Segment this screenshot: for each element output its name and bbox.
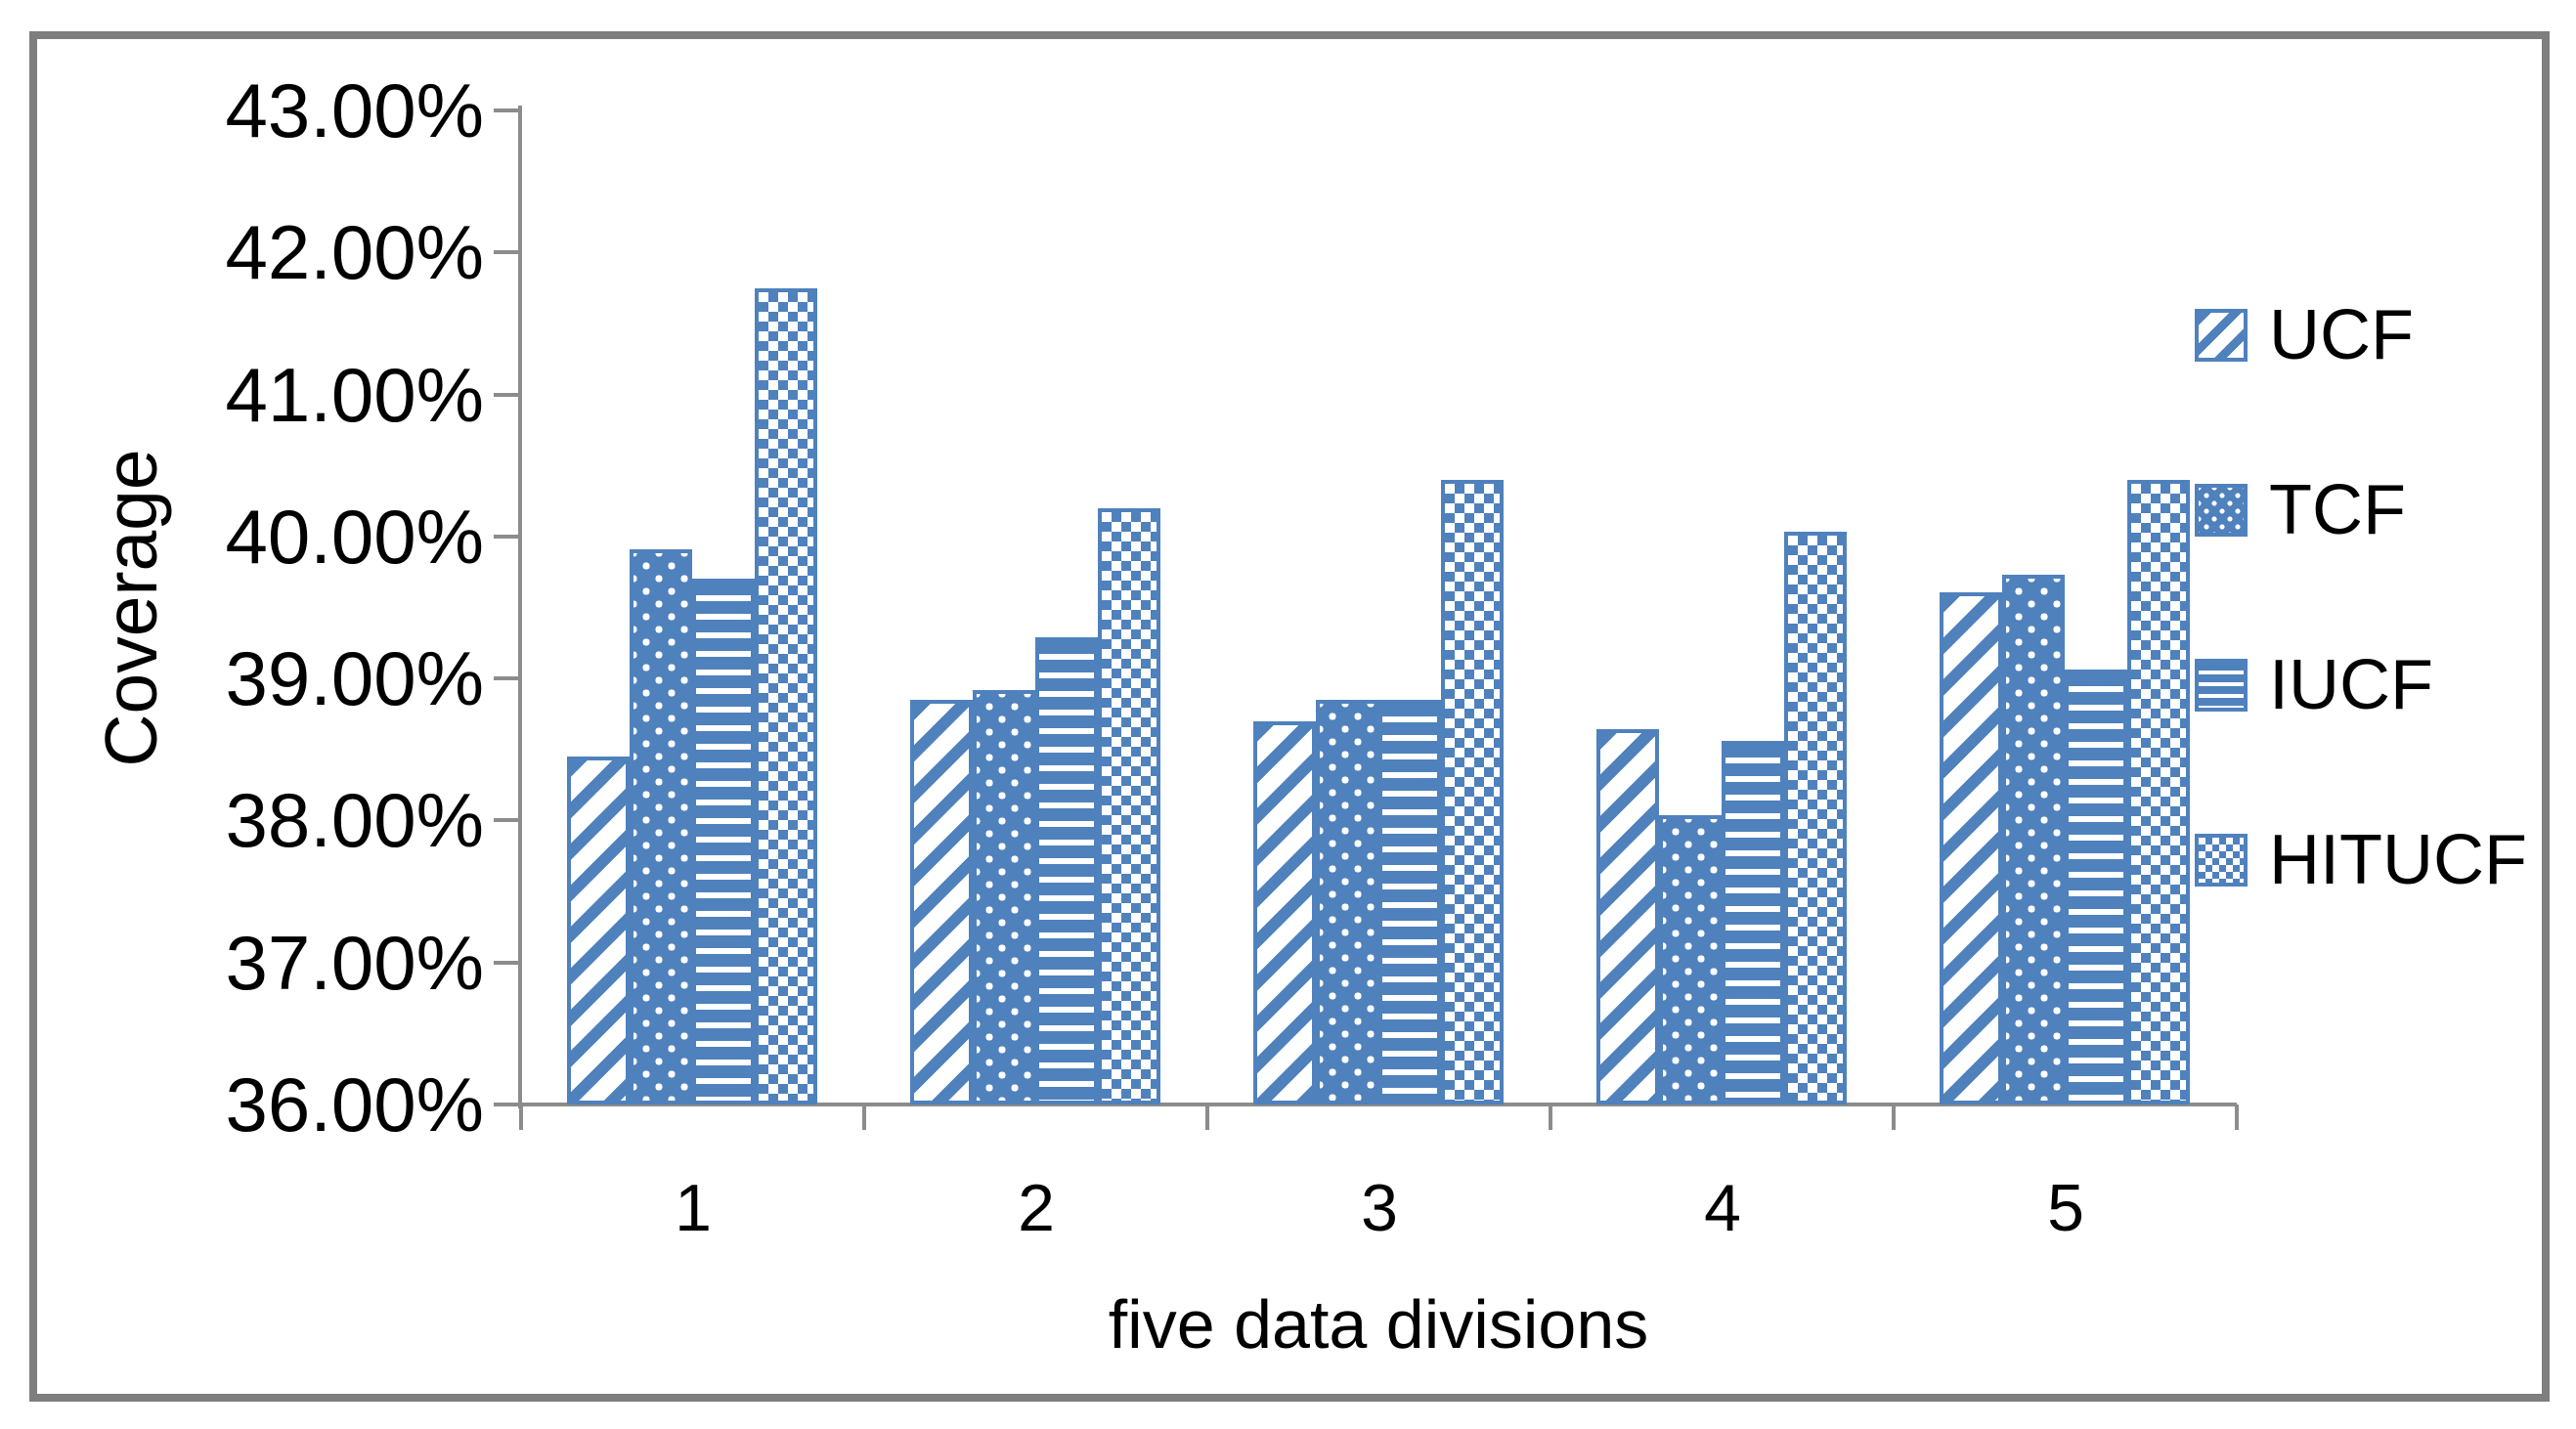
- y-axis-tick-label: 42.00%: [225, 209, 484, 295]
- bar-hitucf-cat2: [1098, 508, 1160, 1104]
- bar-tcf-cat3: [1316, 700, 1378, 1104]
- legend-label: IUCF: [2269, 646, 2433, 724]
- legend-item-hitucf: HITUCF: [2195, 821, 2527, 899]
- legend-swatch-hitucf-icon: [2195, 834, 2248, 887]
- x-tick-mark: [862, 1104, 866, 1130]
- y-axis-title: Coverage: [90, 449, 172, 767]
- x-tick-mark: [1892, 1104, 1896, 1130]
- bar-iucf-cat2: [1035, 637, 1098, 1104]
- legend-item-ucf: UCF: [2195, 296, 2527, 374]
- bar-hitucf-cat4: [1784, 532, 1847, 1104]
- y-axis-tick-label: 36.00%: [225, 1061, 484, 1148]
- bar-hitucf-cat5: [2127, 480, 2190, 1104]
- x-tick-mark: [2235, 1104, 2239, 1130]
- bar-tcf-cat5: [2002, 575, 2065, 1104]
- legend-item-iucf: IUCF: [2195, 646, 2527, 724]
- y-tick-mark: [494, 393, 521, 397]
- bar-iucf-cat5: [2065, 670, 2127, 1104]
- x-tick-mark: [1205, 1104, 1209, 1130]
- x-axis-category-label: 5: [2047, 1171, 2084, 1245]
- bar-hitucf-cat3: [1441, 480, 1504, 1104]
- bar-tcf-cat1: [630, 549, 692, 1104]
- bar-ucf-cat2: [910, 700, 973, 1104]
- y-axis-tick-label: 37.00%: [225, 920, 484, 1006]
- legend: UCF TCF IUCF HITUCF: [2195, 296, 2527, 899]
- bar-hitucf-cat1: [755, 288, 817, 1104]
- bar-ucf-cat4: [1596, 729, 1659, 1104]
- bar-iucf-cat1: [692, 579, 755, 1104]
- legend-swatch-iucf-icon: [2195, 659, 2248, 712]
- y-axis-tick-label: 41.00%: [225, 352, 484, 438]
- y-axis-tick-label: 40.00%: [225, 494, 484, 580]
- y-tick-mark: [494, 535, 521, 539]
- y-tick-mark: [494, 108, 521, 112]
- x-axis-line: [521, 1103, 2237, 1106]
- legend-item-tcf: TCF: [2195, 471, 2527, 549]
- x-axis-category-label: 1: [675, 1171, 712, 1245]
- legend-swatch-tcf-icon: [2195, 484, 2248, 537]
- bar-iucf-cat4: [1722, 741, 1784, 1104]
- y-tick-mark: [494, 1103, 521, 1106]
- bar-ucf-cat5: [1940, 592, 2002, 1104]
- y-axis-tick-label: 43.00%: [225, 67, 484, 153]
- x-tick-mark: [519, 1104, 523, 1130]
- x-axis-category-label: 2: [1018, 1171, 1055, 1245]
- x-axis-category-label: 3: [1361, 1171, 1398, 1245]
- bar-ucf-cat3: [1253, 721, 1316, 1104]
- bar-ucf-cat1: [567, 757, 630, 1104]
- y-tick-mark: [494, 818, 521, 822]
- y-axis-tick-label: 39.00%: [225, 635, 484, 721]
- x-tick-mark: [1549, 1104, 1552, 1130]
- y-tick-mark: [494, 676, 521, 680]
- y-tick-mark: [494, 961, 521, 965]
- legend-swatch-ucf-icon: [2195, 309, 2248, 362]
- bar-iucf-cat3: [1378, 700, 1441, 1104]
- x-axis-category-label: 4: [1704, 1171, 1741, 1245]
- legend-label: TCF: [2269, 471, 2406, 549]
- bar-tcf-cat2: [973, 690, 1035, 1104]
- x-axis-title: five data divisions: [1108, 1286, 1649, 1363]
- legend-label: HITUCF: [2269, 821, 2527, 899]
- y-axis-line: [518, 106, 522, 1108]
- bar-tcf-cat4: [1659, 815, 1722, 1104]
- y-tick-mark: [494, 250, 521, 254]
- legend-label: UCF: [2269, 296, 2414, 374]
- y-axis-tick-label: 38.00%: [225, 777, 484, 863]
